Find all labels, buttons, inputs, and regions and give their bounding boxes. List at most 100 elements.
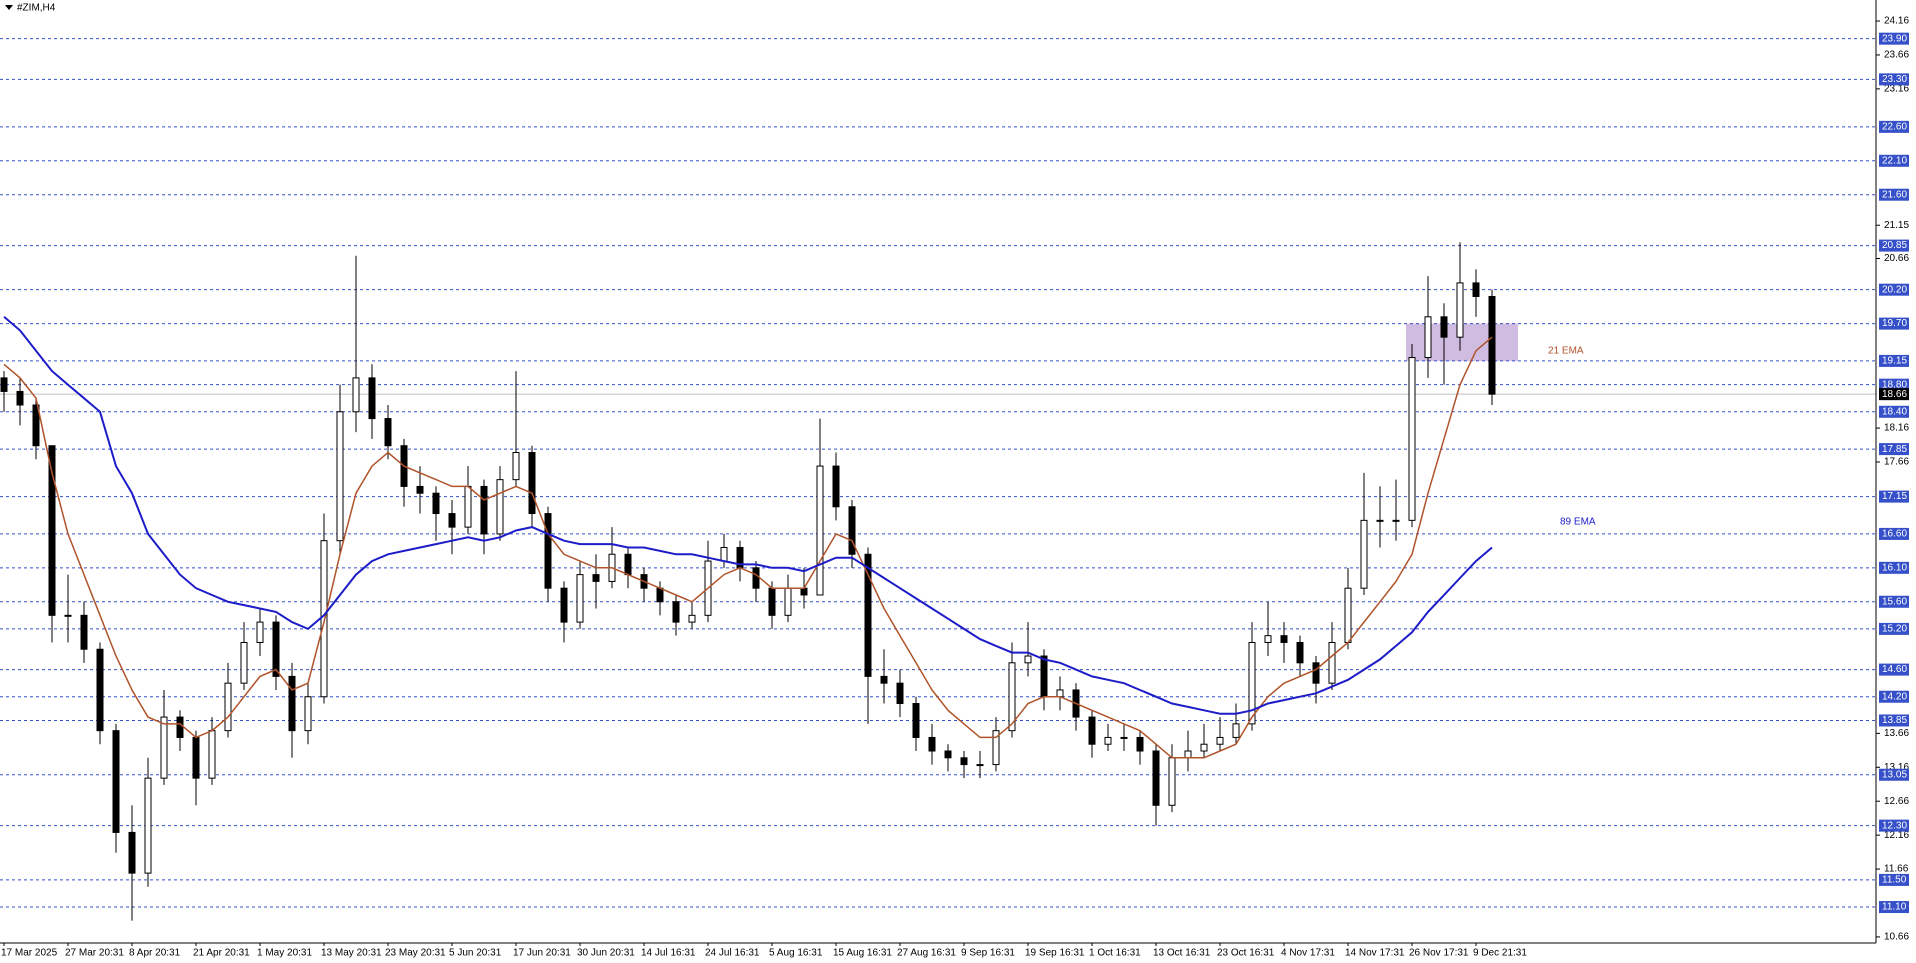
candle-body	[32, 404, 40, 447]
symbol-header: #ZIM,H4	[17, 3, 56, 14]
candle-body	[1456, 282, 1464, 338]
candle-body	[1472, 282, 1480, 297]
candle-body	[528, 452, 536, 515]
candle-body	[656, 587, 664, 603]
level-label-box	[1879, 714, 1909, 727]
level-label: 20.20	[1882, 284, 1907, 295]
candle-body	[1056, 689, 1064, 698]
level-label-box	[1879, 901, 1909, 914]
level-label-box	[1879, 873, 1909, 886]
candle-body	[384, 418, 392, 447]
y-tick-label: 13.66	[1884, 728, 1909, 739]
x-tick-label: 1 Oct 16:31	[1089, 948, 1141, 959]
level-label-box	[1879, 354, 1909, 367]
candle-body	[288, 675, 296, 732]
candle-body	[1040, 655, 1048, 698]
candle-body	[432, 492, 440, 515]
candle-body	[1280, 635, 1288, 643]
level-label: 19.15	[1882, 356, 1907, 367]
candle-body	[1104, 736, 1112, 745]
series-label: 21 EMA	[1548, 346, 1584, 357]
y-tick-label: 20.66	[1884, 253, 1909, 264]
candle-body	[1232, 723, 1240, 738]
x-tick-label: 26 Nov 17:31	[1409, 948, 1469, 959]
candle-body	[160, 716, 168, 779]
level-label: 15.60	[1882, 596, 1907, 607]
candle-body	[768, 587, 776, 616]
candle-body	[1216, 736, 1224, 745]
candle-body	[496, 479, 504, 535]
candle-body	[1360, 519, 1368, 589]
last-price-box	[1879, 388, 1909, 401]
ema-line	[3, 316, 1493, 715]
y-tick-label: 18.16	[1884, 423, 1909, 434]
candle-body	[688, 614, 696, 623]
x-tick-label: 23 Oct 16:31	[1217, 948, 1275, 959]
x-tick-label: 19 Sep 16:31	[1025, 948, 1085, 959]
candle-body	[816, 465, 824, 596]
candle-body	[800, 587, 808, 596]
level-label-box	[1879, 690, 1909, 703]
y-tick-label: 10.66	[1884, 932, 1909, 943]
candle-body	[752, 567, 760, 589]
candle-body	[784, 587, 792, 616]
level-label-box	[1879, 405, 1909, 418]
level-label-box	[1879, 188, 1909, 201]
candle-body	[416, 485, 424, 494]
level-label: 23.90	[1882, 33, 1907, 44]
level-label: 16.10	[1882, 562, 1907, 573]
level-label: 22.10	[1882, 155, 1907, 166]
level-label-box	[1879, 154, 1909, 167]
x-tick-label: 1 May 20:31	[257, 948, 312, 959]
ema-line	[3, 336, 1493, 759]
level-label-box	[1879, 768, 1909, 781]
candle-body	[208, 730, 216, 779]
candle-body	[80, 614, 88, 650]
candle-body	[1248, 641, 1256, 725]
y-tick-label: 24.16	[1884, 16, 1909, 27]
candle-body	[224, 682, 232, 732]
candle-body	[480, 485, 488, 535]
level-label: 17.15	[1882, 491, 1907, 502]
candle-body	[336, 411, 344, 542]
candle-body	[192, 736, 200, 779]
level-label: 11.10	[1882, 902, 1907, 913]
candle-body	[976, 764, 984, 767]
level-label-box	[1879, 283, 1909, 296]
y-tick-label: 11.66	[1884, 864, 1909, 875]
candle-body	[352, 377, 360, 413]
menu-arrow[interactable]	[5, 5, 13, 10]
marks-layer	[0, 242, 1496, 921]
candle-body	[1200, 743, 1208, 752]
candle-body	[176, 716, 184, 738]
candle-body	[592, 574, 600, 582]
x-tick-label: 13 Oct 16:31	[1153, 948, 1211, 959]
level-label: 14.60	[1882, 664, 1907, 675]
candle-body	[0, 377, 8, 392]
level-label: 15.20	[1882, 624, 1907, 635]
level-label: 11.50	[1882, 875, 1907, 886]
level-label-box	[1879, 120, 1909, 133]
x-tick-label: 21 Apr 20:31	[193, 948, 250, 959]
candle-body	[1168, 757, 1176, 806]
x-tick-label: 17 Mar 2025	[1, 948, 58, 959]
candle-body	[464, 485, 472, 528]
x-tick-label: 5 Jun 20:31	[449, 948, 502, 959]
candle-body	[272, 621, 280, 677]
level-label: 22.60	[1882, 122, 1907, 133]
candle-body	[1424, 316, 1432, 359]
level-label-box	[1879, 317, 1909, 330]
candle-body	[720, 546, 728, 562]
candle-body	[544, 513, 552, 589]
candle-body	[512, 452, 520, 481]
series-label: 89 EMA	[1560, 517, 1596, 528]
level-label-box	[1879, 622, 1909, 635]
candle-body	[864, 553, 872, 677]
candle-body	[1440, 316, 1448, 338]
level-label: 14.20	[1882, 691, 1907, 702]
candle-body	[1344, 587, 1352, 643]
candle-body	[896, 682, 904, 705]
candle-body	[240, 641, 248, 684]
